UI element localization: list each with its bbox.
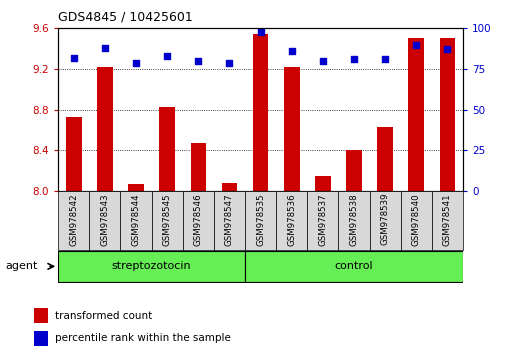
Text: GSM978536: GSM978536 — [287, 193, 295, 246]
Bar — [439, 39, 454, 191]
Text: GSM978545: GSM978545 — [162, 193, 171, 246]
Text: GDS4845 / 10425601: GDS4845 / 10425601 — [58, 11, 192, 24]
Text: GSM978542: GSM978542 — [69, 193, 78, 246]
Text: GSM978539: GSM978539 — [380, 193, 389, 245]
Point — [412, 42, 420, 47]
Point — [256, 29, 264, 34]
Text: GSM978547: GSM978547 — [225, 193, 233, 246]
Point — [163, 53, 171, 59]
Bar — [338, 191, 369, 250]
Bar — [244, 191, 276, 250]
Text: streptozotocin: streptozotocin — [112, 261, 191, 272]
Text: GSM978541: GSM978541 — [442, 193, 451, 246]
Text: GSM978544: GSM978544 — [131, 193, 140, 246]
Bar — [128, 184, 143, 191]
Bar — [431, 191, 462, 250]
Bar — [182, 191, 214, 250]
Bar — [276, 191, 307, 250]
Bar — [252, 34, 268, 191]
Point — [70, 55, 78, 61]
Text: control: control — [334, 261, 373, 272]
Bar — [58, 191, 89, 250]
Bar — [244, 251, 462, 281]
Point — [225, 60, 233, 65]
Point — [318, 58, 326, 64]
Bar — [369, 191, 400, 250]
Bar — [89, 191, 120, 250]
Bar — [66, 117, 81, 191]
Bar — [97, 67, 113, 191]
Bar — [34, 331, 48, 346]
Point — [287, 48, 295, 54]
Text: agent: agent — [5, 261, 37, 271]
Bar — [58, 251, 244, 281]
Bar — [190, 143, 206, 191]
Bar — [400, 191, 431, 250]
Point — [349, 56, 358, 62]
Point — [442, 47, 450, 52]
Point — [194, 58, 202, 64]
Bar — [377, 127, 392, 191]
Point — [132, 60, 140, 65]
Bar — [34, 308, 48, 323]
Point — [100, 45, 109, 51]
Bar — [221, 183, 237, 191]
Text: GSM978537: GSM978537 — [318, 193, 327, 246]
Text: percentile rank within the sample: percentile rank within the sample — [55, 333, 230, 343]
Text: GSM978546: GSM978546 — [193, 193, 203, 246]
Bar — [345, 150, 361, 191]
Bar — [214, 191, 244, 250]
Bar — [159, 107, 175, 191]
Bar — [120, 191, 152, 250]
Text: GSM978535: GSM978535 — [256, 193, 265, 246]
Bar — [307, 191, 338, 250]
Point — [380, 56, 388, 62]
Text: GSM978538: GSM978538 — [349, 193, 358, 246]
Bar — [152, 191, 182, 250]
Text: GSM978543: GSM978543 — [100, 193, 109, 246]
Bar — [408, 39, 423, 191]
Text: GSM978540: GSM978540 — [411, 193, 420, 246]
Bar — [283, 67, 299, 191]
Text: transformed count: transformed count — [55, 311, 152, 321]
Bar — [315, 176, 330, 191]
